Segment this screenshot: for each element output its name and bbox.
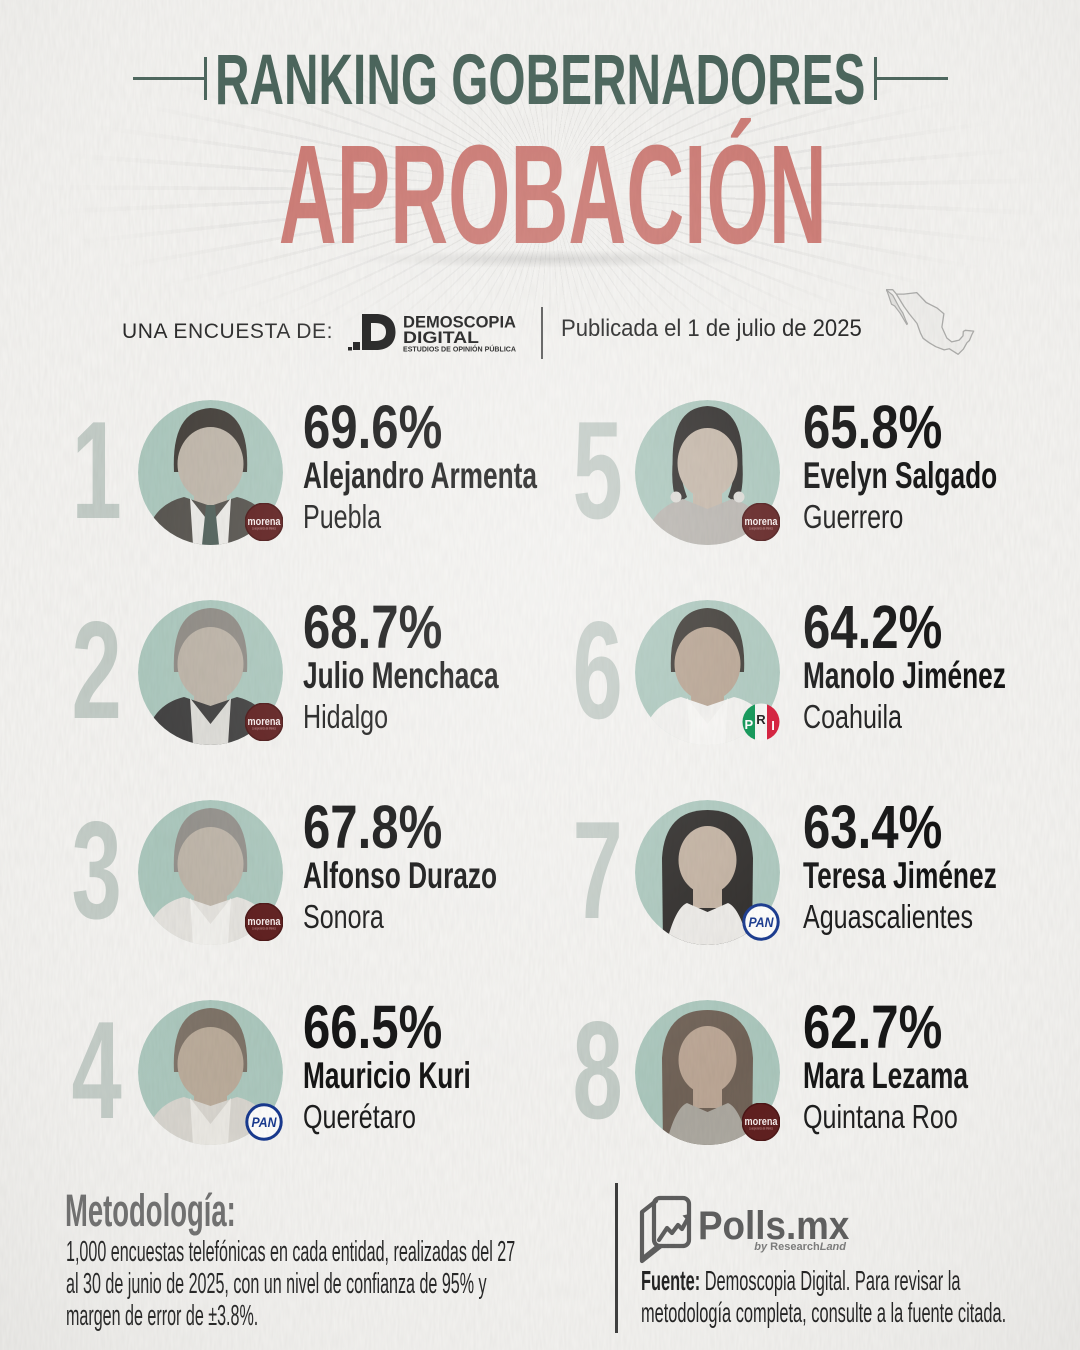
- svg-text:La esperanza de México: La esperanza de México: [252, 527, 276, 531]
- svg-text:R: R: [756, 712, 766, 727]
- svg-text:PAN: PAN: [749, 915, 774, 930]
- svg-text:DIGITAL: DIGITAL: [403, 329, 479, 347]
- svg-text:ESTUDIOS DE OPINIÓN PÚBLICA: ESTUDIOS DE OPINIÓN PÚBLICA: [403, 345, 516, 354]
- svg-text:P: P: [744, 717, 753, 732]
- svg-text:La esperanza de México: La esperanza de México: [749, 1127, 773, 1131]
- svg-text:La esperanza de México: La esperanza de México: [252, 727, 276, 731]
- svg-text:La esperanza de México: La esperanza de México: [749, 527, 773, 531]
- svg-text:La esperanza de México: La esperanza de México: [252, 927, 276, 931]
- svg-text:I: I: [771, 718, 775, 733]
- svg-text:PAN: PAN: [252, 1115, 277, 1130]
